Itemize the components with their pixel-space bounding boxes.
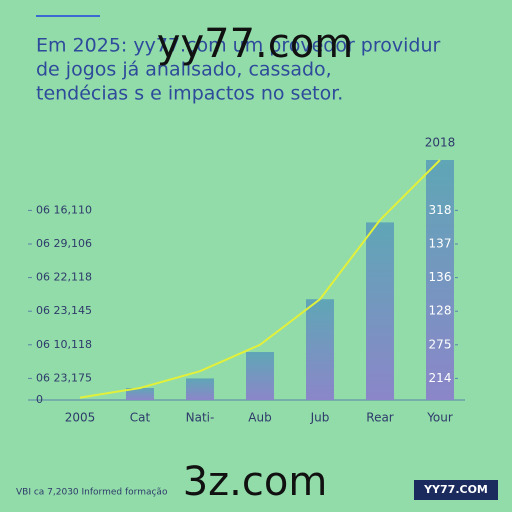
plot: 0 06 23,175 06 10,118 06 23,145 06 22,118 06 … [28,136,465,425]
watermark: 3z.com [183,459,328,505]
x-tick-label: Aub [248,411,271,425]
footer: VBI ca 7,2030 Informed formação [16,488,168,498]
watermark: yy77.com [157,21,353,67]
x-tick-label: 2005 [65,411,96,425]
bar [246,352,274,400]
bar [426,160,454,400]
bar [366,222,394,400]
y2-tick-label: 318 [429,203,452,217]
y-tick-label: 06 22,118 [36,271,92,284]
x-tick-label: Cat [130,411,151,425]
x-tick-label: Rear [366,411,394,425]
bar [306,299,334,400]
y2-tick-label: 128 [429,304,452,318]
chart-title: Em 2025: yy77.com um provedor providur [36,35,441,57]
x-tick-label: Jub [310,411,330,425]
bar [126,388,154,400]
y-tick-label: 06 23,145 [36,304,92,317]
chart-title: de jogos já analisado, cassado, [36,59,332,81]
y-tick-label: 06 16,110 [36,203,92,216]
y2-tick-label: 137 [429,237,452,251]
logo-box [414,480,498,500]
y-tick-label: 06 29,106 [36,237,92,250]
chart-title: tendécias s e impactos no setor. [36,83,343,105]
bar [186,378,214,400]
y-tick-label: 0 [36,393,43,406]
y2-tick-label: 136 [429,270,452,284]
x-tick-label: Nati- [186,411,215,425]
y-tick-label: 06 10,118 [36,338,92,351]
y2-tick-label: 275 [429,337,452,351]
y2-tick-label: 214 [429,371,452,385]
y-tick-label: 06 23,175 [36,371,92,384]
line [79,159,441,399]
logo: YY77.COM [423,483,488,496]
annotation: 2018 [425,136,456,150]
x-tick-label: Your [426,411,453,425]
